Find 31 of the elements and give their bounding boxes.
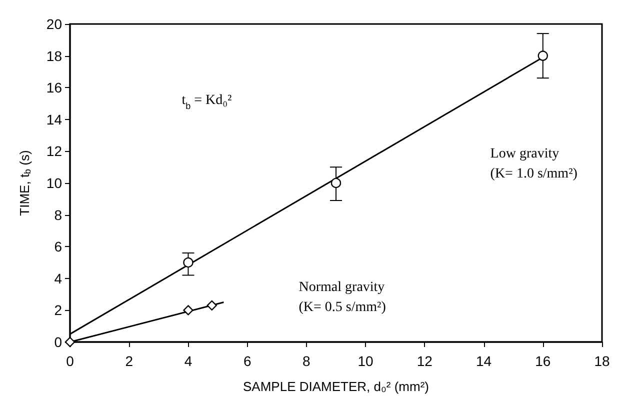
y-axis-title: TIME, tb (s) [17, 150, 32, 216]
y-tick-label: 12 [46, 143, 62, 160]
point [206, 300, 217, 311]
x-tick-label: 10 [358, 353, 374, 369]
x-axis-title: SAMPLE DIAMETER, d₀² (mm²) [243, 379, 429, 394]
y-tick-label: 20 [46, 16, 62, 32]
y-tick-label: 8 [54, 206, 62, 223]
y-tick-label: 10 [46, 175, 62, 191]
x-tick-label: 6 [243, 353, 252, 369]
x-tick-label: 18 [594, 353, 610, 369]
point [183, 305, 194, 316]
point [330, 178, 342, 188]
point [183, 257, 194, 268]
x-tick-label: 12 [416, 353, 433, 369]
x-tick-label: 14 [476, 353, 492, 369]
y-tick-label: 6 [54, 238, 62, 255]
x-tick-label: 8 [302, 353, 311, 369]
point [64, 336, 76, 348]
y-tick-label: 18 [46, 48, 62, 64]
x-tick-label: 16 [535, 353, 551, 369]
x-tick-label: 4 [184, 353, 192, 369]
point [538, 50, 548, 61]
y-tick-label: 2 [54, 302, 62, 318]
annotation: Normal gravity (K= 0.5 s/mm²) [298, 280, 386, 315]
y-tick-label: 16 [46, 80, 62, 96]
y-tick-label: 4 [54, 270, 62, 286]
annotation: Low gravity (K= 1.0 s/mm²) [490, 146, 578, 182]
y-tick-label: 14 [46, 111, 62, 128]
x-tick-label: 2 [125, 353, 134, 369]
x-tick-label: 0 [66, 353, 74, 369]
y-tick-label: 0 [54, 334, 62, 350]
